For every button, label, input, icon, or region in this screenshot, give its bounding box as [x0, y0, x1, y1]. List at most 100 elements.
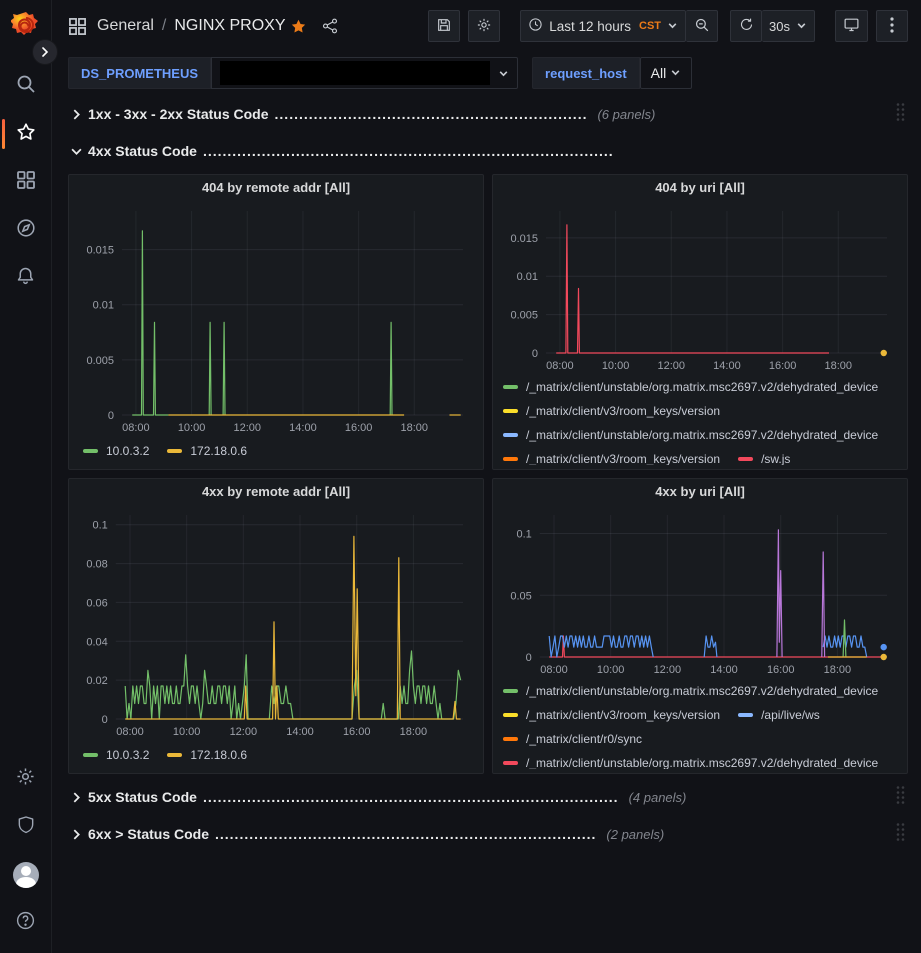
svg-text:08:00: 08:00 [116, 726, 144, 738]
legend-series-label: /_matrix/client/unstable/org.matrix.msc2… [526, 756, 878, 769]
row-1xx-3xx-2xx-header[interactable]: 1xx - 3xx - 2xx Status Code ............… [68, 100, 908, 128]
svg-text:18:00: 18:00 [824, 664, 852, 676]
svg-text:08:00: 08:00 [540, 664, 568, 676]
legend-item[interactable]: /_matrix/client/unstable/org.matrix.msc2… [503, 682, 878, 700]
svg-text:12:00: 12:00 [657, 360, 685, 372]
breadcrumb-dashboard-title[interactable]: NGINX PROXY [174, 17, 285, 35]
datasource-variable-select[interactable] [211, 57, 518, 89]
legend-item[interactable]: /_matrix/client/unstable/org.matrix.msc2… [503, 754, 878, 769]
legend-series-label: /_matrix/client/unstable/org.matrix.msc2… [526, 380, 878, 394]
drag-handle-icon[interactable] [895, 102, 906, 127]
svg-text:0.015: 0.015 [510, 233, 538, 245]
sidebar-item-configuration[interactable] [0, 755, 52, 803]
timeseries-chart[interactable]: 00.0050.010.01508:0010:0012:0014:0016:00… [503, 203, 897, 375]
tv-mode-button[interactable] [835, 10, 868, 42]
row-4xx-header[interactable]: 4xx Status Code ........................… [68, 137, 908, 165]
apps-grid-icon[interactable] [68, 17, 87, 36]
legend-item[interactable]: /_matrix/client/unstable/org.matrix.msc2… [503, 378, 878, 396]
row-6xx-header[interactable]: 6xx > Status Code ......................… [68, 820, 908, 848]
timeseries-chart[interactable]: 00.050.108:0010:0012:0014:0016:0018:00 [503, 507, 897, 679]
datasource-variable-label[interactable]: DS_PROMETHEUS [68, 57, 211, 89]
legend-item[interactable]: 10.0.3.2 [83, 442, 149, 460]
breadcrumb-folder[interactable]: General [97, 17, 154, 35]
legend-series-label: 172.18.0.6 [190, 444, 247, 458]
legend-series-color-icon [503, 433, 518, 437]
sidebar-item-search[interactable] [0, 62, 52, 110]
svg-text:14:00: 14:00 [710, 664, 738, 676]
sidebar-item-server-admin[interactable] [0, 803, 52, 851]
panel-grid-4xx: 404 by remote addr [All]00.0050.010.0150… [68, 174, 908, 774]
chevron-down-icon [498, 68, 509, 79]
legend-series-label: 10.0.3.2 [106, 748, 149, 762]
legend-series-color-icon [503, 737, 518, 741]
monitor-icon [843, 16, 860, 36]
share-icon[interactable] [321, 17, 339, 35]
chevron-down-icon [796, 19, 807, 34]
legend-series-label: /api/live/ws [761, 708, 820, 722]
svg-text:08:00: 08:00 [122, 422, 150, 434]
panel-title[interactable]: 404 by uri [All] [503, 180, 897, 203]
svg-text:16:00: 16:00 [345, 422, 373, 434]
request-host-variable-select[interactable]: All [640, 57, 693, 89]
legend-item[interactable]: /sw.js [738, 450, 790, 465]
legend-series-color-icon [738, 457, 753, 461]
legend-series-label: /_matrix/client/v3/room_keys/version [526, 708, 720, 722]
compass-icon [15, 217, 37, 244]
row-title: 5xx Status Code [88, 789, 197, 805]
legend-item[interactable]: /_matrix/client/r0/sync [503, 730, 642, 748]
legend-series-color-icon [167, 449, 182, 453]
bell-icon [15, 265, 36, 291]
dashboard-toolbar: General / NGINX PROXY Last 12 hours [68, 0, 908, 52]
svg-text:0.1: 0.1 [517, 529, 532, 541]
legend-series-label: 10.0.3.2 [106, 444, 149, 458]
legend-item[interactable]: /_matrix/client/v3/room_keys/version [503, 450, 720, 465]
chevron-right-icon [68, 792, 84, 803]
dashboard-settings-button[interactable] [468, 10, 500, 42]
sidebar-item-help[interactable] [0, 899, 52, 947]
timeseries-chart[interactable]: 00.020.040.060.080.108:0010:0012:0014:00… [79, 507, 473, 741]
kebab-menu-button[interactable] [876, 10, 908, 42]
panel-title[interactable]: 404 by remote addr [All] [79, 180, 473, 203]
zoom-out-time-button[interactable] [686, 10, 718, 42]
sidebar-item-alerting[interactable] [0, 254, 52, 302]
panel-title[interactable]: 4xx by remote addr [All] [79, 484, 473, 507]
save-dashboard-button[interactable] [428, 10, 460, 42]
legend-item[interactable]: /_matrix/client/v3/room_keys/version [503, 706, 720, 724]
time-range-picker[interactable]: Last 12 hours CST [520, 10, 686, 42]
sidebar-expand-button[interactable] [32, 39, 58, 65]
refresh-interval-value: 30s [769, 19, 790, 34]
main-content: General / NGINX PROXY Last 12 hours [52, 0, 921, 953]
row-panel-count: (6 panels) [597, 107, 655, 122]
clock-icon [528, 17, 543, 35]
sidebar-item-starred[interactable] [0, 110, 52, 158]
drag-handle-icon[interactable] [895, 822, 906, 847]
legend-series-color-icon [503, 385, 518, 389]
panel-3: 4xx by uri [All]00.050.108:0010:0012:001… [492, 478, 908, 774]
timezone-label: CST [639, 20, 661, 32]
svg-text:0: 0 [102, 714, 108, 726]
legend-item[interactable]: 172.18.0.6 [167, 442, 247, 460]
legend-item[interactable]: /_matrix/client/v3/room_keys/version [503, 402, 720, 420]
row-5xx-header[interactable]: 5xx Status Code ........................… [68, 783, 908, 811]
legend-item[interactable]: /api/live/ws [738, 706, 820, 724]
panel-title[interactable]: 4xx by uri [All] [503, 484, 897, 507]
svg-text:14:00: 14:00 [713, 360, 741, 372]
legend-series-color-icon [503, 409, 518, 413]
legend-item[interactable]: /_matrix/client/unstable/org.matrix.msc2… [503, 426, 878, 444]
favorite-star-icon[interactable] [290, 18, 307, 35]
legend-item[interactable]: 10.0.3.2 [83, 746, 149, 764]
legend-series-color-icon [503, 713, 518, 717]
legend-series-color-icon [503, 761, 518, 765]
variables-bar: DS_PROMETHEUS request_host All [68, 52, 908, 94]
sidebar-item-dashboards[interactable] [0, 158, 52, 206]
sidebar-item-profile[interactable] [0, 851, 52, 899]
refresh-button[interactable] [730, 10, 762, 42]
sidebar-item-explore[interactable] [0, 206, 52, 254]
grafana-logo[interactable] [11, 10, 41, 40]
chevron-right-icon [68, 829, 84, 840]
request-host-variable-label[interactable]: request_host [532, 57, 640, 89]
drag-handle-icon[interactable] [895, 785, 906, 810]
legend-item[interactable]: 172.18.0.6 [167, 746, 247, 764]
timeseries-chart[interactable]: 00.0050.010.01508:0010:0012:0014:0016:00… [79, 203, 473, 437]
refresh-interval-select[interactable]: 30s [762, 10, 815, 42]
